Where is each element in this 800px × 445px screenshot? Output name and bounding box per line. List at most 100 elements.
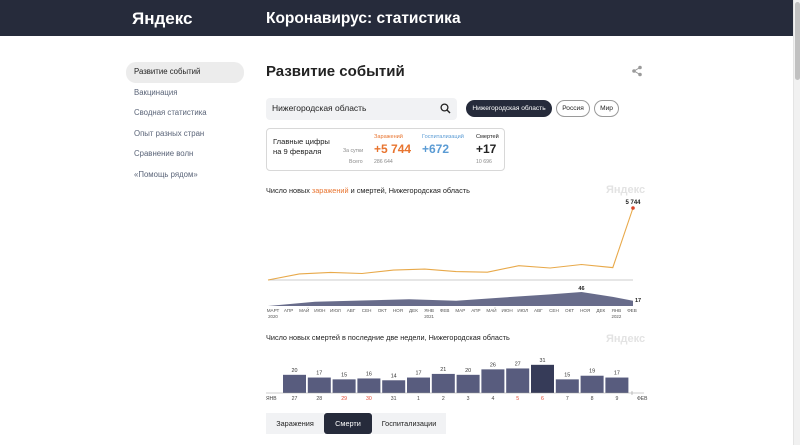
x-tick-label: ИЮЛ: [517, 308, 528, 313]
bar-value-label: 17: [316, 371, 322, 377]
chip-world[interactable]: Мир: [594, 100, 619, 117]
hosp-value: +672: [422, 142, 450, 156]
app-title[interactable]: Коронавирус: статистика: [266, 10, 461, 27]
x-tick-label: МАЙ: [486, 306, 496, 313]
deaths-area: [268, 292, 633, 306]
deaths-bar: [431, 373, 455, 393]
bar-value-label: 27: [515, 361, 521, 367]
bar-value-label: 17: [614, 371, 620, 377]
day-label: 29: [341, 396, 347, 402]
day-label: 2: [442, 396, 445, 402]
chart1-title-deaths: смертей: [356, 186, 385, 195]
metric-tabs: Заражения Смерти Госпитализации: [266, 413, 446, 434]
bar-value-label: 26: [490, 362, 496, 368]
deaths-last-label: 17: [635, 298, 641, 304]
x-tick-label: ИЮН: [314, 308, 325, 313]
x-tick-label: ДЕК: [409, 308, 418, 313]
bar-value-label: 31: [540, 358, 546, 364]
bar-value-label: 21: [440, 367, 446, 373]
day-label: 3: [467, 396, 470, 402]
sidebar-item-events[interactable]: Развитие событий: [126, 62, 244, 83]
sidebar-item-summary[interactable]: Сводная статистика: [134, 108, 207, 117]
day-label: 8: [591, 396, 594, 402]
stats-date-label: Главные цифры на 9 февраля: [273, 137, 330, 156]
deaths-label: Смертей: [476, 134, 499, 140]
day-label: 27: [292, 396, 298, 402]
x-tick-label: ЯНВ: [424, 308, 434, 313]
day-label: 31: [391, 396, 397, 402]
cases-value: +5 744: [374, 142, 412, 156]
chart1-title-pre: Число новых: [266, 186, 312, 195]
page-title: Развитие событий: [266, 63, 405, 80]
scrollbar-thumb[interactable]: [795, 2, 800, 80]
x-tick-label: ИЮЛ: [330, 308, 341, 313]
deaths-bar: [456, 374, 480, 393]
chart1-title: Число новых заражений и смертей, Нижегор…: [266, 186, 470, 195]
chip-russia[interactable]: Россия: [556, 100, 590, 117]
bar-value-label: 16: [366, 371, 372, 377]
x-tick-label: АПР: [284, 308, 293, 313]
search-icon[interactable]: [440, 103, 451, 114]
deaths-bar: [580, 375, 604, 393]
x-tick-label: ФЕВ: [627, 308, 637, 313]
chart1-title-mid: и: [348, 186, 357, 195]
key-stats-card: Главные цифры на 9 февраля За сутки Всег…: [266, 128, 505, 171]
cases-last-point: [631, 206, 635, 210]
yandex-logo[interactable]: Яндекс: [132, 9, 193, 28]
sidebar-item-waves[interactable]: Сравнение волн: [134, 149, 194, 158]
x-tick-label: АПР: [471, 308, 480, 313]
tab-deaths[interactable]: Смерти: [324, 413, 372, 434]
day-label: 7: [566, 396, 569, 402]
scrollbar[interactable]: [793, 0, 800, 445]
deaths-bar: [382, 380, 406, 393]
tab-hospitalizations[interactable]: Госпитализации: [372, 413, 446, 434]
search-value: Нижегородская область: [272, 103, 367, 113]
deaths-value: +17: [476, 142, 497, 156]
x-tick-label: МАР: [455, 308, 465, 313]
x-tick-year: 2020: [268, 314, 278, 319]
row-total-label: Всего: [349, 159, 363, 165]
sidebar-item-help[interactable]: «Помощь рядом»: [134, 169, 198, 179]
bar-value-label: 14: [391, 373, 397, 379]
x-tick-label: ФЕВ: [440, 308, 450, 313]
x-tick-label: СЕН: [549, 308, 559, 313]
bar-value-label: 15: [341, 372, 347, 378]
deaths-bar: [506, 368, 530, 393]
deaths-bar-chart[interactable]: 20 27 17 28 15 29 16 30 14 31 17 1 21 2 20 3 26 4 27 5 31 6 15…: [266, 340, 656, 406]
x-tick-label: НОЯ: [580, 308, 590, 313]
stats-label-line2: на 9 февраля: [273, 146, 322, 156]
bar-value-label: 19: [589, 369, 595, 375]
x-tick-year: 2021: [424, 314, 434, 319]
chart1-watermark: Яндекс: [606, 184, 646, 196]
chip-region-nizhny[interactable]: Нижегородская область: [466, 100, 552, 117]
deaths-bar: [531, 364, 554, 393]
deaths-bar: [307, 377, 331, 393]
x-tick-label: ОКТ: [565, 308, 574, 313]
x-tick-label: ЯНВ: [612, 308, 622, 313]
day-label: 5: [516, 396, 519, 402]
cases-line: [267, 207, 634, 281]
bar-value-label: 20: [465, 368, 471, 374]
deaths-peak-label: 46: [578, 286, 584, 292]
tab-cases[interactable]: Заражения: [266, 413, 324, 434]
cases-last-label: 5 744: [625, 200, 641, 206]
region-search-input[interactable]: Нижегородская область: [266, 98, 457, 120]
day-label: 4: [491, 396, 494, 402]
deaths-bar: [481, 369, 505, 393]
deaths-bar: [605, 377, 629, 393]
bar-value-label: 20: [292, 368, 298, 374]
x-tick-label: МАРТ: [267, 308, 280, 313]
month-end-label: ФЕВ: [637, 396, 648, 402]
day-label: 1: [417, 396, 420, 402]
deaths-total: 10 696: [476, 159, 492, 165]
day-label: 30: [366, 396, 372, 402]
day-label: 6: [541, 396, 544, 402]
chart2-watermark: Яндекс: [606, 333, 646, 345]
x-tick-label: АВГ: [347, 308, 356, 313]
x-tick-label: ИЮН: [501, 308, 512, 313]
sidebar-item-vaccination[interactable]: Вакцинация: [134, 87, 178, 97]
share-icon[interactable]: [631, 65, 643, 77]
sidebar-item-countries[interactable]: Опыт разных стран: [134, 128, 205, 138]
deaths-bar: [555, 379, 579, 393]
